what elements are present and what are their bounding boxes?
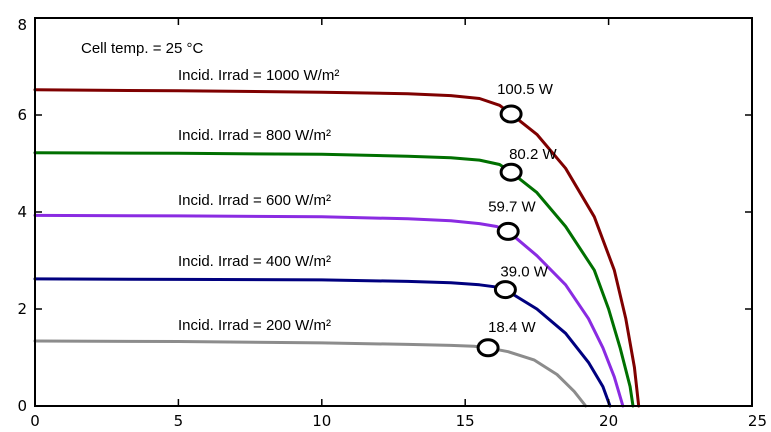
irradiance-label-5: Incid. Irrad = 200 W/m²: [178, 317, 331, 334]
y-tick-label: 0: [17, 397, 27, 415]
y-tick-label: 8: [17, 16, 27, 34]
mpp-marker-4: [495, 282, 515, 298]
x-tick-label: 25: [748, 412, 767, 430]
plot-background: [35, 18, 752, 406]
y-tick-label: 2: [17, 300, 27, 318]
mpp-power-label-1: 100.5 W: [497, 81, 554, 98]
mpp-power-label-5: 18.4 W: [488, 319, 536, 336]
irradiance-label-2: Incid. Irrad = 800 W/m²: [178, 127, 331, 144]
mpp-power-label-4: 39.0 W: [500, 264, 548, 281]
y-tick-label: 4: [17, 203, 27, 221]
x-tick-label: 5: [174, 412, 184, 430]
mpp-marker-3: [498, 223, 518, 239]
x-tick-label: 10: [312, 412, 331, 430]
mpp-power-label-2: 80.2 W: [509, 146, 557, 163]
irradiance-label-4: Incid. Irrad = 400 W/m²: [178, 253, 331, 270]
x-tick-label: 15: [456, 412, 475, 430]
mpp-marker-5: [478, 340, 498, 356]
x-tick-label: 0: [30, 412, 40, 430]
mpp-marker-1: [501, 106, 521, 122]
irradiance-label-1: Incid. Irrad = 1000 W/m²: [178, 67, 339, 84]
cell-temp-label: Cell temp. = 25 °C: [81, 40, 203, 57]
irradiance-label-3: Incid. Irrad = 600 W/m²: [178, 192, 331, 209]
mpp-power-label-3: 59.7 W: [488, 198, 536, 215]
y-tick-label: 6: [17, 106, 27, 124]
x-tick-label: 20: [599, 412, 618, 430]
mpp-marker-2: [501, 164, 521, 180]
